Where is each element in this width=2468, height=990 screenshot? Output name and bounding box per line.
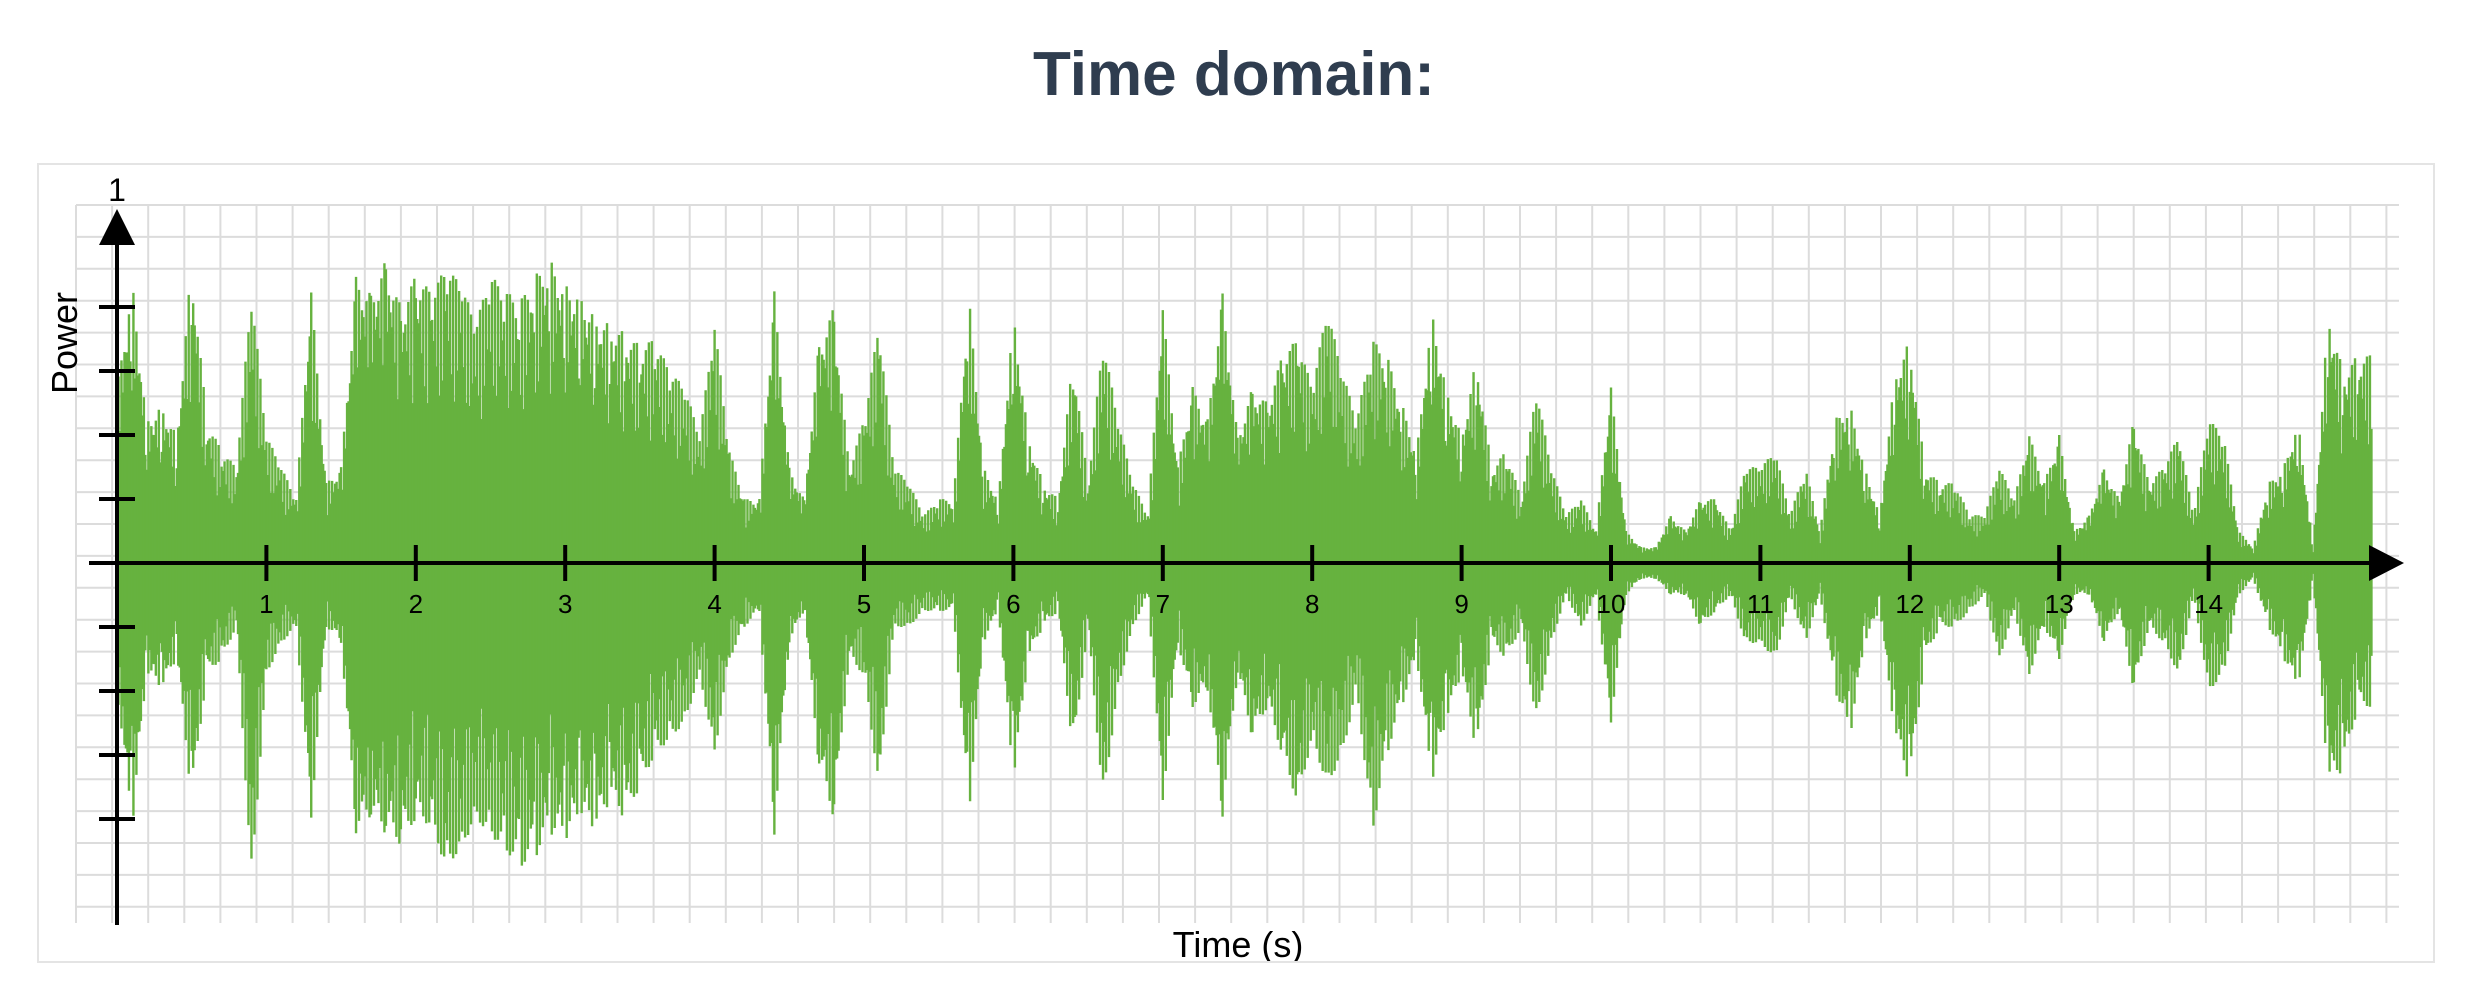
x-tick-label: 12 bbox=[1895, 589, 1924, 619]
x-tick-label: 7 bbox=[1156, 589, 1170, 619]
x-tick-label: 3 bbox=[558, 589, 572, 619]
x-axis-label: Time (s) bbox=[1173, 924, 1304, 961]
x-tick-label: 10 bbox=[1597, 589, 1626, 619]
chart-axes bbox=[89, 209, 2404, 925]
x-tick-label: 6 bbox=[1006, 589, 1020, 619]
x-tick-label: 11 bbox=[1747, 589, 1774, 619]
time-domain-chart: 1 2 3 4 5 6 7 8 9 10 11 12 13 14 1 Time (s) Power bbox=[44, 172, 2404, 961]
y-axis-label: Power bbox=[44, 292, 85, 394]
waveform-series bbox=[115, 262, 2373, 866]
x-tick-label: 5 bbox=[857, 589, 871, 619]
x-tick-label: 4 bbox=[707, 589, 721, 619]
x-tick-label: 13 bbox=[2045, 589, 2074, 619]
x-axis-arrow-icon bbox=[2369, 545, 2404, 581]
x-tick-label: 9 bbox=[1454, 589, 1468, 619]
x-tick-label: 8 bbox=[1305, 589, 1319, 619]
y-axis-max-label: 1 bbox=[108, 172, 126, 208]
x-tick-label: 14 bbox=[2194, 589, 2223, 619]
x-tick-label: 2 bbox=[409, 589, 423, 619]
page-title: Time domain: bbox=[1033, 40, 1435, 109]
y-axis-arrow-icon bbox=[99, 209, 135, 245]
x-tick-label: 1 bbox=[259, 589, 273, 619]
axis-ticks: 1 2 3 4 5 6 7 8 9 10 11 12 13 14 bbox=[99, 305, 2223, 821]
chart-frame: 1 2 3 4 5 6 7 8 9 10 11 12 13 14 1 Time (s) Power bbox=[37, 163, 2435, 963]
